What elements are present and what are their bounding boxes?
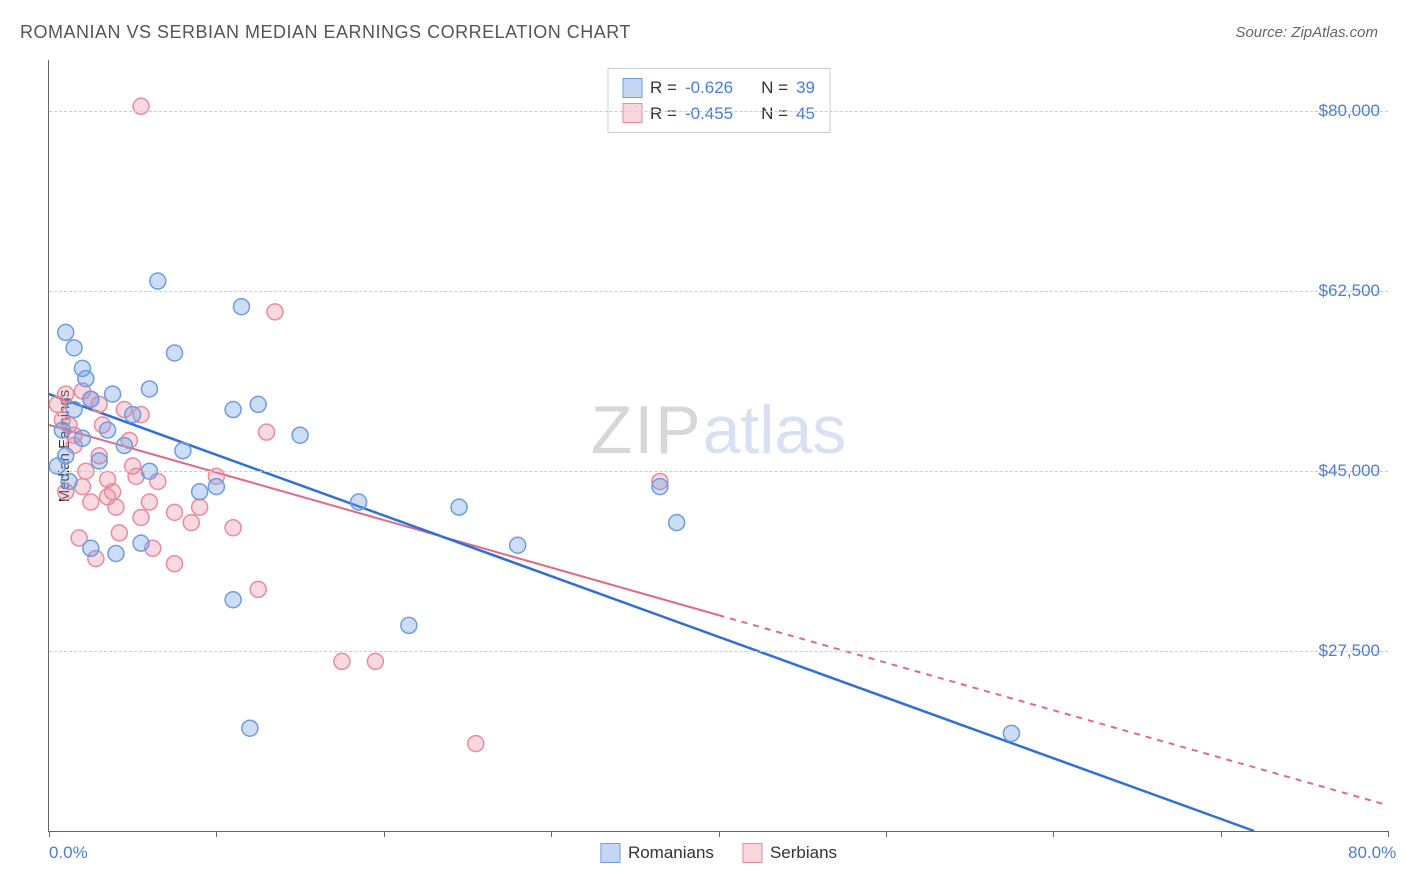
scatter-point [175,443,191,459]
scatter-point [74,430,90,446]
scatter-plot-area: ZIPatlas R = -0.626 N = 39 R = -0.455 N … [48,60,1388,832]
scatter-point [225,592,241,608]
scatter-point [83,391,99,407]
scatter-point [150,273,166,289]
scatter-point [54,422,70,438]
x-tick [886,831,887,837]
scatter-point [167,556,183,572]
scatter-point [367,653,383,669]
x-tick [1053,831,1054,837]
x-tick [719,831,720,837]
legend-series-item: Serbians [742,843,837,863]
legend-series-label: Romanians [628,843,714,863]
y-tick-label: $27,500 [1319,641,1380,661]
regression-line [49,425,719,615]
scatter-point [141,381,157,397]
regression-line [719,615,1389,805]
scatter-point [66,402,82,418]
scatter-point [133,509,149,525]
grid-line [49,651,1388,652]
legend-swatch [600,843,620,863]
x-tick-label: 0.0% [49,843,88,863]
scatter-point [125,407,141,423]
scatter-point [83,540,99,556]
scatter-point [351,494,367,510]
scatter-point [133,535,149,551]
scatter-point [83,494,99,510]
scatter-point [100,422,116,438]
scatter-point [192,499,208,515]
scatter-point [510,537,526,553]
scatter-point [225,520,241,536]
scatter-point [78,371,94,387]
grid-line [49,291,1388,292]
scatter-point [183,515,199,531]
scatter-point [141,494,157,510]
scatter-point [49,396,65,412]
grid-line [49,111,1388,112]
scatter-point [58,324,74,340]
x-tick [384,831,385,837]
scatter-point [334,653,350,669]
source-attribution: Source: ZipAtlas.com [1235,24,1378,41]
x-tick [216,831,217,837]
scatter-point [401,617,417,633]
legend-swatch [742,843,762,863]
legend-series-label: Serbians [770,843,837,863]
x-tick [49,831,50,837]
series-legend: Romanians Serbians [600,843,837,863]
scatter-point [108,545,124,561]
scatter-point [111,525,127,541]
scatter-point [451,499,467,515]
scatter-point [66,340,82,356]
scatter-point [242,720,258,736]
scatter-point [105,484,121,500]
scatter-point [233,299,249,315]
x-tick [1221,831,1222,837]
scatter-point [292,427,308,443]
x-tick-label: 80.0% [1348,843,1396,863]
scatter-point [91,453,107,469]
scatter-point [225,402,241,418]
scatter-point [669,515,685,531]
regression-line [49,394,1254,831]
legend-series-item: Romanians [600,843,714,863]
scatter-point [116,438,132,454]
scatter-point [167,345,183,361]
scatter-point [468,736,484,752]
scatter-point [61,473,77,489]
scatter-point [267,304,283,320]
scatter-svg [49,60,1388,831]
x-tick [1388,831,1389,837]
scatter-point [652,479,668,495]
scatter-point [250,581,266,597]
scatter-point [167,504,183,520]
scatter-point [259,424,275,440]
scatter-point [192,484,208,500]
chart-title: ROMANIAN VS SERBIAN MEDIAN EARNINGS CORR… [20,22,631,43]
scatter-point [208,479,224,495]
scatter-point [250,396,266,412]
x-tick [551,831,552,837]
scatter-point [105,386,121,402]
grid-line [49,471,1388,472]
y-tick-label: $80,000 [1319,101,1380,121]
y-tick-label: $62,500 [1319,281,1380,301]
scatter-point [1003,725,1019,741]
y-tick-label: $45,000 [1319,461,1380,481]
